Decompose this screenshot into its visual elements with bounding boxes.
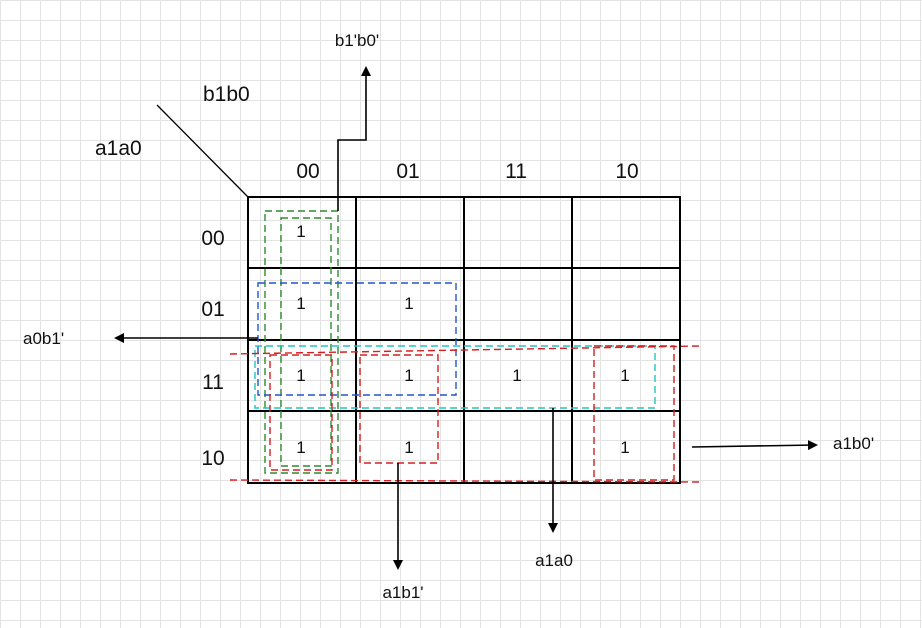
cell-r3-c3: 1: [620, 438, 629, 457]
label-a0b1: a0b1': [23, 329, 64, 348]
group-cyan-a1a0: [254, 345, 656, 409]
group-blue-a0b1: [257, 282, 457, 396]
arrow-b1b0: [337, 66, 371, 211]
col-header-01: 01: [396, 160, 419, 183]
corner-diagonal: [156, 104, 249, 198]
label-b1b0: b1'b0': [335, 31, 379, 50]
group-green-b1b0-00: [264, 210, 339, 474]
corner-top-variable: b1b0: [203, 83, 250, 106]
label-a1a0: a1a0: [535, 551, 573, 570]
group-red-a1b1: [269, 354, 439, 471]
group-red-a1b0: [229, 345, 701, 483]
cell-r1-c1: 1: [404, 294, 413, 313]
cell-r3-c0: 1: [296, 438, 305, 457]
row-header-01: 01: [201, 298, 224, 321]
cell-r1-c0: 1: [296, 294, 305, 313]
row-header-00: 00: [201, 227, 224, 250]
kmap-cells: 1 1 1 1 1 1 1 1 1 1: [296, 222, 629, 457]
cell-r3-c1: 1: [404, 438, 413, 457]
label-a1b1: a1b1': [382, 583, 423, 602]
cell-r2-c2: 1: [512, 366, 521, 385]
col-header-11: 11: [505, 160, 527, 183]
col-header-00: 00: [296, 160, 319, 183]
arrow-a1b0: [691, 440, 818, 451]
cell-r2-c1: 1: [404, 366, 413, 385]
cell-r0-c0: 1: [296, 222, 305, 241]
cell-r2-c0: 1: [296, 366, 305, 385]
col-header-10: 10: [615, 160, 638, 183]
row-header-11: 11: [202, 371, 224, 394]
cell-r2-c3: 1: [620, 366, 629, 385]
corner-left-variable: a1a0: [95, 137, 142, 160]
row-header-10: 10: [201, 447, 224, 470]
label-a1b0: a1b0': [833, 434, 874, 453]
kmap-grid: [247, 196, 681, 484]
